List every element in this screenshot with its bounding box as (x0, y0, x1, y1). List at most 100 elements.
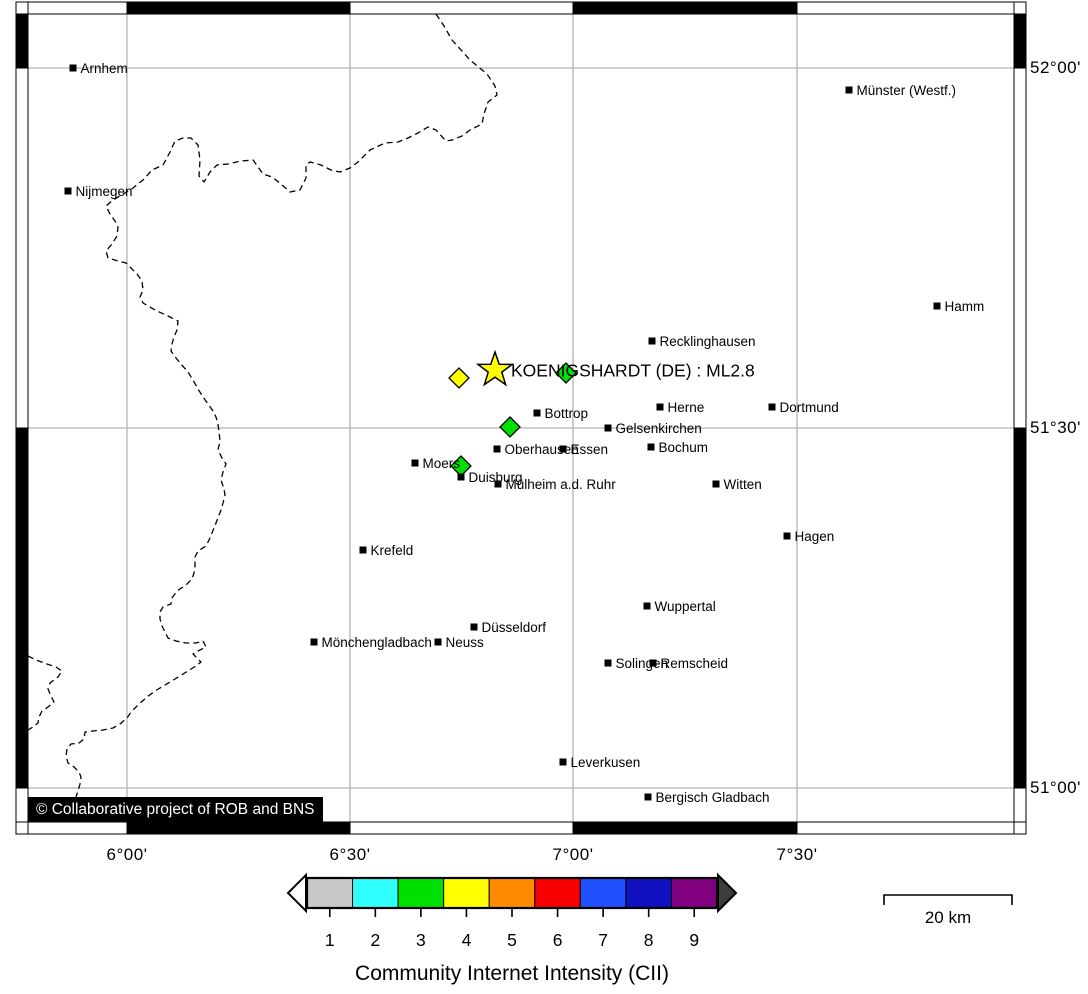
frame-band (15, 67, 29, 429)
colorbar-segment (534, 877, 581, 909)
colorbar-segment (397, 877, 445, 909)
city-marker (64, 187, 72, 195)
city-marker (69, 64, 77, 72)
city-label: Leverkusen (571, 755, 641, 770)
felt-report-diamond-cii-4 (448, 367, 470, 389)
city-label: Nijmegen (76, 184, 133, 199)
country-border (65, 13, 498, 798)
city-marker (559, 445, 567, 453)
colorbar-tick-label: 7 (598, 930, 608, 950)
lon-label: 7°00' (552, 845, 594, 864)
colorbar-tick-label: 2 (370, 930, 380, 950)
city-label: Hamm (945, 299, 985, 314)
lat-label: 51°00' (1030, 778, 1081, 797)
city-label: Wuppertal (655, 599, 716, 614)
city-marker (494, 480, 502, 488)
city-label: Bergisch Gladbach (656, 790, 770, 805)
colorbar-tick-label: 4 (462, 930, 472, 950)
epicenter-star (475, 349, 515, 387)
copyright-banner: © Collaborative project of ROB and BNS (28, 797, 323, 822)
frame-band (796, 1, 1015, 15)
lon-label: 7°30' (776, 845, 818, 864)
city-marker (647, 443, 655, 451)
frame-band (27, 821, 128, 835)
city-marker (643, 602, 651, 610)
city-label: Bochum (659, 440, 709, 455)
city-marker (656, 403, 664, 411)
colorbar-segment (670, 877, 718, 909)
country-border-segment (27, 655, 63, 731)
frame-corner (1013, 1, 1027, 15)
city-label: Dortmund (780, 400, 839, 415)
city-label: Gelsenkirchen (616, 421, 702, 436)
frame-band (15, 427, 29, 789)
city-marker (559, 758, 567, 766)
city-marker (768, 403, 776, 411)
city-marker (845, 86, 853, 94)
colorbar-segment (488, 877, 536, 909)
city-marker (533, 409, 541, 417)
frame-band (1013, 67, 1027, 429)
city-marker (604, 424, 612, 432)
frame-band (1013, 13, 1027, 69)
frame-corner (15, 1, 29, 15)
city-label: Oberhausen (505, 442, 579, 457)
epicenter-label: KOENIGSHARDT (DE) : ML2.8 (511, 361, 755, 381)
frame-band (349, 1, 574, 15)
frame-band (796, 821, 1015, 835)
city-label: Essen (571, 442, 609, 457)
felt-report-diamond-cii-3 (499, 416, 521, 438)
city-marker (359, 546, 367, 554)
colorbar-segment (625, 877, 672, 909)
city-label: Neuss (446, 635, 485, 650)
colorbar-segment (443, 877, 490, 909)
frame-band (126, 821, 351, 835)
frame-band (126, 1, 351, 15)
colorbar-tick-label: 9 (689, 930, 699, 950)
frame-corner (1013, 821, 1027, 835)
city-label: Moers (423, 456, 461, 471)
city-label: Herne (668, 400, 705, 415)
frame-band (15, 787, 29, 823)
colorbar-tick-label: 1 (325, 930, 335, 950)
frame-band (1013, 427, 1027, 789)
frame-corner (15, 821, 29, 835)
city-marker (783, 532, 791, 540)
frame-band (15, 13, 29, 69)
city-label: Witten (724, 477, 762, 492)
city-marker (411, 459, 419, 467)
lon-label: 6°30' (329, 845, 371, 864)
city-marker (648, 337, 656, 345)
colorbar-segment (352, 877, 399, 909)
lat-label: 52°00' (1030, 58, 1081, 77)
frame-band (349, 821, 574, 835)
frame-band (572, 1, 798, 15)
city-marker (493, 445, 501, 453)
city-label: Duisburg (469, 470, 523, 485)
frame-band (572, 821, 798, 835)
felt-report-diamond-cii-3 (555, 362, 577, 384)
lat-label: 51°30' (1030, 418, 1081, 437)
city-label: Mülheim a.d. Ruhr (506, 477, 617, 492)
colorbar-right-arrow (717, 872, 738, 914)
city-marker (712, 480, 720, 488)
scalebar-bracket (883, 894, 1013, 905)
colorbar-left-arrow (286, 872, 307, 914)
city-label: Recklinghausen (660, 334, 756, 349)
colorbar-tick-label: 5 (507, 930, 517, 950)
city-marker (310, 638, 318, 646)
colorbar-tick-label: 6 (553, 930, 563, 950)
city-label: Hagen (795, 529, 835, 544)
frame-band (27, 1, 128, 15)
colorbar-tick-label: 3 (416, 930, 426, 950)
city-label: Bottrop (545, 406, 589, 421)
city-marker (644, 793, 652, 801)
city-marker (604, 659, 612, 667)
scalebar-label: 20 km (924, 908, 972, 927)
city-label: Arnhem (81, 61, 128, 76)
colorbar-title: Community Internet Intensity (CII) (355, 962, 669, 985)
city-marker (933, 302, 941, 310)
city-marker (470, 623, 478, 631)
